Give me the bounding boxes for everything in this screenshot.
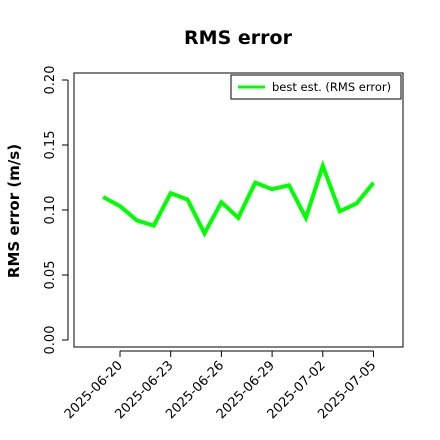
- series-layer: [102, 159, 376, 238]
- y-tick-label: 0.20: [43, 66, 58, 95]
- y-tick-label: 0.15: [43, 131, 58, 160]
- chart-title: RMS error: [184, 27, 293, 49]
- y-tick-label: 0.00: [43, 326, 58, 355]
- series-line: [102, 159, 376, 238]
- y-axis: 0.00 0.05 0.10 0.15 0.20: [43, 66, 69, 355]
- legend-entry-label: best est. (RMS error): [272, 80, 391, 94]
- y-tick-label: 0.10: [43, 196, 58, 225]
- y-axis-label: RMS error (m/s): [5, 144, 23, 278]
- legend: best est. (RMS error): [230, 74, 402, 100]
- plot-frame: [73, 72, 404, 348]
- y-tick-label: 0.05: [43, 261, 58, 290]
